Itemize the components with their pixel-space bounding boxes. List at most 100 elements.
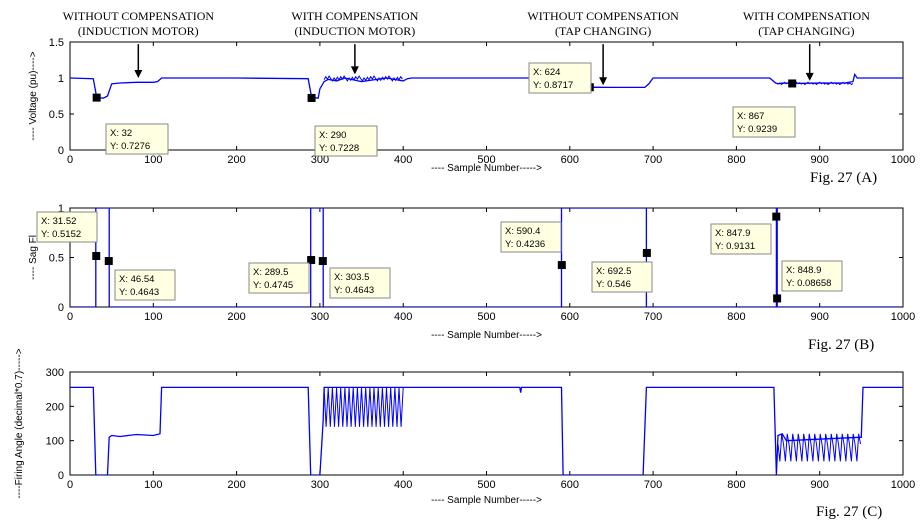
- annotation-arrowhead: [350, 66, 359, 75]
- y-tick-label: 1: [58, 73, 64, 85]
- datatip-x: X: 32: [110, 128, 132, 139]
- panel-b: 0 100 200 300 400 500 600 700 800 900 1000 0 0.5 1 ---…: [28, 203, 915, 353]
- annotation-line-2: (TAP CHANGING): [758, 24, 854, 38]
- x-tick-label: 1000: [891, 479, 915, 491]
- x-tick-label: 800: [727, 311, 745, 323]
- datatip-x: X: 847.9: [715, 228, 750, 239]
- y-axis-label: ---- Voltage (pu)---->: [28, 51, 39, 140]
- panel-c: 0 100 200 300 400 500 600 700 800 900 1000 0 100 200 3…: [14, 348, 915, 520]
- x-axis-label: ---- Sample Number----->: [431, 163, 542, 174]
- y-tick-label: 0: [58, 145, 64, 157]
- plot-area: [69, 371, 904, 476]
- datatip-box: [329, 267, 391, 299]
- datatip-y: Y: 0.4236: [505, 239, 545, 250]
- datatip-y: Y: 0.7228: [319, 143, 359, 154]
- x-tick-label: 400: [394, 479, 412, 491]
- annotation-line-1: WITHOUT COMPENSATION: [63, 9, 215, 23]
- x-tick-label: 700: [644, 311, 662, 323]
- x-tick-label: 200: [227, 479, 245, 491]
- x-tick-label: 0: [67, 311, 73, 323]
- datatip-box: [314, 125, 378, 157]
- datatip-x: X: 867: [737, 111, 764, 122]
- datatip-y: Y: 0.9239: [737, 124, 777, 135]
- oscillation-line: [323, 75, 403, 82]
- x-tick-label: 500: [477, 479, 495, 491]
- x-tick-label: 700: [644, 479, 662, 491]
- x-tick-label: 300: [311, 311, 329, 323]
- y-tick-label: 0: [58, 470, 64, 482]
- datatip-box: [500, 221, 562, 253]
- annotation-arrowhead: [134, 70, 143, 78]
- x-tick-label: 900: [811, 311, 829, 323]
- datatip-marker: [307, 256, 316, 265]
- x-tick-label: 300: [311, 479, 329, 491]
- x-axis-label: ---- Sample Number----->: [431, 495, 542, 506]
- datatip-x: X: 848.9: [786, 265, 821, 276]
- y-tick-label: 0.5: [49, 109, 64, 121]
- datatip-x: X: 590.4: [505, 226, 540, 237]
- figure-caption: Fig. 27 (C): [816, 504, 882, 520]
- x-tick-label: 800: [727, 154, 745, 166]
- x-tick-label: 600: [561, 311, 579, 323]
- datatip-box: [710, 223, 772, 255]
- datatip-marker: [92, 93, 101, 102]
- datatip-marker: [772, 212, 781, 221]
- x-tick-label: 900: [811, 479, 829, 491]
- figure-caption: Fig. 27 (A): [810, 170, 877, 186]
- series-line: [70, 386, 903, 475]
- datatip-box: [781, 260, 843, 292]
- datatip-x: X: 46.54: [119, 274, 154, 285]
- datatip-y: Y: 0.08658: [786, 278, 831, 289]
- y-tick-label: 0: [58, 302, 64, 314]
- x-tick-label: 200: [227, 311, 245, 323]
- plot-area: [69, 207, 904, 308]
- x-tick-label: 1000: [891, 311, 915, 323]
- datatip-y: Y: 0.546: [596, 279, 631, 290]
- datatip-marker: [642, 248, 651, 257]
- datatip-box: [36, 211, 98, 243]
- y-tick-label: 0.5: [49, 253, 64, 265]
- x-tick-label: 800: [727, 479, 745, 491]
- y-tick-label: 200: [46, 401, 64, 413]
- datatip-box: [528, 62, 592, 94]
- x-tick-label: 400: [394, 154, 412, 166]
- datatip-marker: [92, 251, 101, 260]
- y-axis-label: ---- Sag Fl: [28, 235, 39, 280]
- annotation-line-1: WITH COMPENSATION: [743, 9, 870, 23]
- x-tick-label: 700: [644, 154, 662, 166]
- figure-caption: Fig. 27 (B): [808, 337, 874, 353]
- datatip-marker: [788, 79, 797, 88]
- x-tick-label: 500: [477, 311, 495, 323]
- datatip-x: X: 303.5: [334, 272, 369, 283]
- datatip-x: X: 289.5: [253, 267, 288, 278]
- datatip-box: [114, 269, 176, 301]
- datatip-x: X: 692.5: [596, 266, 631, 277]
- x-axis-label: ---- Sample Number----->: [431, 330, 542, 341]
- x-tick-label: 600: [561, 154, 579, 166]
- datatip-x: X: 624: [533, 67, 560, 78]
- datatip-y: Y: 0.4643: [119, 287, 159, 298]
- datatip-marker: [557, 261, 566, 270]
- datatip-y: Y: 0.4643: [334, 285, 374, 296]
- annotation-line-1: WITHOUT COMPENSATION: [527, 9, 679, 23]
- annotation-line-1: WITH COMPENSATION: [291, 9, 418, 23]
- x-tick-label: 300: [311, 154, 329, 166]
- oscillation-line: [777, 433, 861, 462]
- annotation-line-2: (INDUCTION MOTOR): [78, 24, 199, 38]
- x-tick-label: 100: [144, 311, 162, 323]
- datatip-y: Y: 0.9131: [715, 241, 755, 252]
- datatip-x: X: 290: [319, 130, 346, 141]
- datatip-x: X: 31.52: [41, 216, 76, 227]
- datatip-box: [105, 123, 169, 155]
- x-tick-label: 100: [144, 479, 162, 491]
- datatip-marker: [104, 257, 113, 266]
- panel-a: 0 100 200 300 400 500 600 700 800 900 1000 0 0.5 1 1.5…: [28, 9, 915, 186]
- datatip-box: [248, 262, 310, 294]
- x-tick-label: 900: [811, 154, 829, 166]
- datatip-marker: [307, 93, 316, 102]
- annotation-line-2: (INDUCTION MOTOR): [294, 24, 415, 38]
- x-tick-label: 100: [144, 154, 162, 166]
- datatip-box: [591, 261, 653, 293]
- y-tick-label: 1.5: [49, 37, 64, 49]
- y-tick-label: 100: [46, 436, 64, 448]
